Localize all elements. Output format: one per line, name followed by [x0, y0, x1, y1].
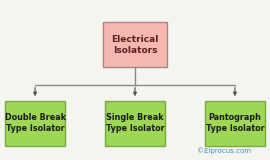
FancyBboxPatch shape — [5, 101, 65, 146]
Text: Electrical
Isolators: Electrical Isolators — [111, 35, 159, 55]
Text: Single Break
Type Isolator: Single Break Type Isolator — [106, 113, 164, 133]
Text: Double Break
Type Isolator: Double Break Type Isolator — [5, 113, 66, 133]
FancyBboxPatch shape — [105, 101, 165, 146]
Text: ©Elprocus.com: ©Elprocus.com — [197, 147, 251, 154]
Text: Pantograph
Type Isolator: Pantograph Type Isolator — [205, 113, 264, 133]
FancyBboxPatch shape — [205, 101, 265, 146]
FancyBboxPatch shape — [103, 22, 167, 67]
